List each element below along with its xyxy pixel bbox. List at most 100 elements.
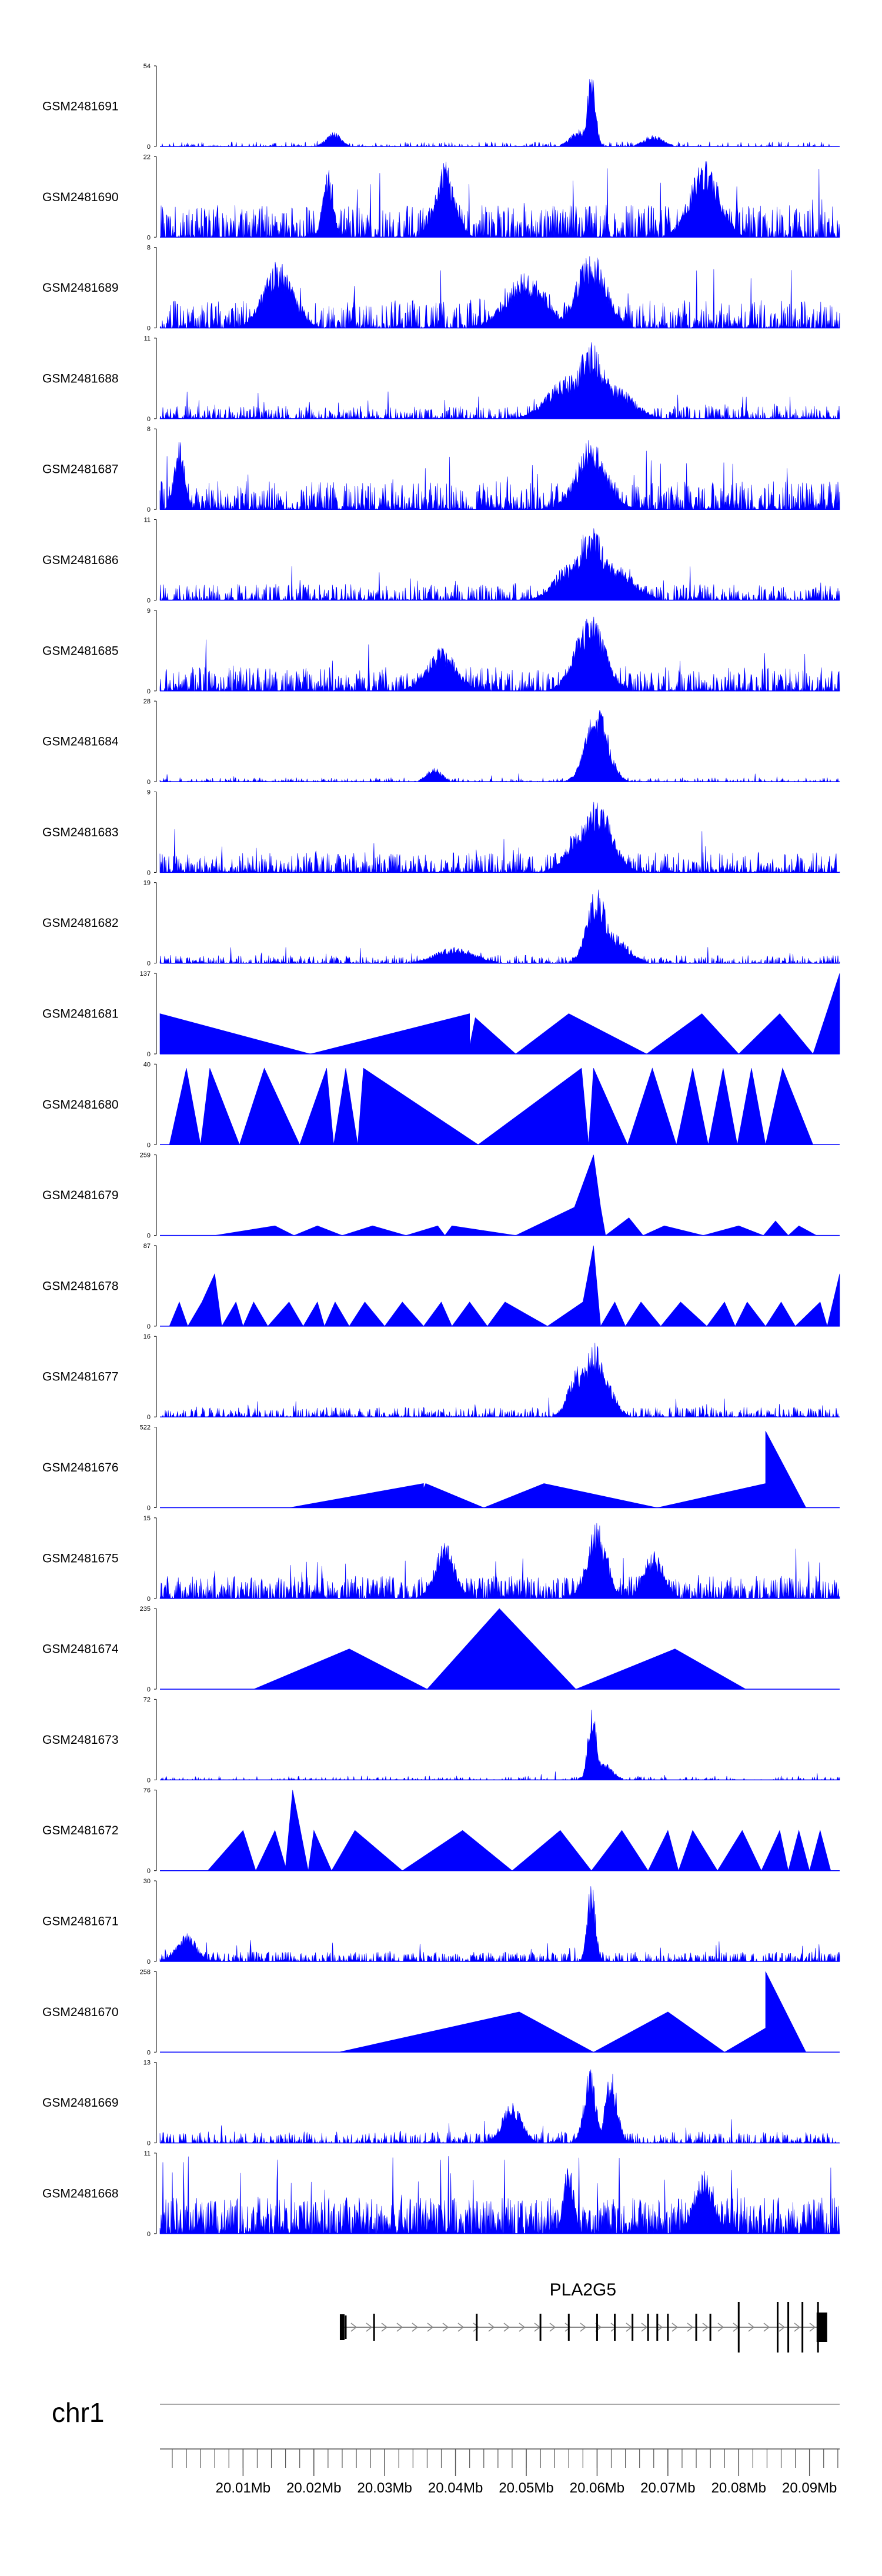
exon bbox=[801, 2302, 804, 2353]
exon bbox=[695, 2314, 697, 2341]
track-label: GSM2481684 bbox=[42, 735, 119, 749]
signal-area bbox=[160, 161, 840, 238]
y-min-label: 0 bbox=[147, 234, 151, 241]
track-label: GSM2481688 bbox=[42, 372, 119, 385]
track-label: GSM2481668 bbox=[42, 2187, 119, 2200]
y-max-label: 235 bbox=[140, 1606, 151, 1613]
y-min-label: 0 bbox=[147, 598, 151, 605]
signal-area bbox=[159, 440, 840, 510]
track-label: GSM2481675 bbox=[42, 1551, 119, 1565]
track-label: GSM2481678 bbox=[42, 1279, 119, 1293]
signal-area bbox=[160, 1343, 840, 1418]
exon bbox=[787, 2302, 790, 2353]
track-label: GSM2481674 bbox=[42, 1643, 119, 1656]
y-max-label: 11 bbox=[144, 335, 151, 342]
y-max-label: 16 bbox=[143, 1333, 151, 1340]
y-min-label: 0 bbox=[147, 2140, 151, 2147]
y-max-label: 28 bbox=[143, 698, 151, 705]
signal-area bbox=[338, 1971, 807, 2053]
signal-area bbox=[159, 256, 840, 329]
signal-area bbox=[159, 889, 840, 964]
y-max-label: 137 bbox=[140, 970, 151, 977]
strand-arrow-icon bbox=[427, 2323, 434, 2332]
track-gsm2481676: GSM2481676 522 0 bbox=[42, 1424, 840, 1512]
y-max-label: 11 bbox=[144, 2150, 151, 2157]
signal-area bbox=[253, 1608, 747, 1690]
y-max-label: 15 bbox=[143, 1515, 151, 1522]
signal-area bbox=[159, 616, 840, 692]
y-max-label: 259 bbox=[140, 1152, 151, 1159]
y-max-label: 8 bbox=[147, 245, 151, 252]
y-min-label: 0 bbox=[147, 1868, 151, 1875]
track-gsm2481682: GSM2481682 19 0 bbox=[42, 880, 840, 967]
y-max-label: 76 bbox=[143, 1787, 151, 1794]
strand-arrow-icon bbox=[671, 2323, 679, 2332]
signal-area bbox=[160, 1710, 840, 1781]
exon bbox=[737, 2302, 740, 2353]
y-min-label: 0 bbox=[147, 2049, 151, 2056]
tick-label: 20.08Mb bbox=[711, 2480, 766, 2496]
signal-area bbox=[159, 1523, 840, 1599]
track-label: GSM2481690 bbox=[42, 191, 119, 204]
track-label: GSM2481686 bbox=[42, 553, 119, 567]
exon bbox=[539, 2314, 542, 2341]
track-label: GSM2481670 bbox=[42, 2006, 119, 2019]
track-gsm2481687: GSM2481687 8 0 bbox=[42, 426, 840, 513]
signal-area bbox=[159, 342, 840, 420]
y-min-label: 0 bbox=[147, 1958, 151, 1966]
signal-area bbox=[169, 1245, 840, 1327]
strand-arrow-icon bbox=[610, 2323, 617, 2332]
track-gsm2481686: GSM2481686 11 0 bbox=[42, 517, 840, 605]
track-label: GSM2481672 bbox=[42, 1824, 119, 1837]
strand-arrow-icon bbox=[564, 2323, 572, 2332]
exon bbox=[345, 2315, 347, 2339]
tick-label: 20.07Mb bbox=[640, 2480, 695, 2496]
signal-area bbox=[160, 79, 840, 148]
exon bbox=[777, 2302, 779, 2353]
y-max-label: 22 bbox=[143, 154, 151, 161]
strand-arrow-icon bbox=[656, 2323, 663, 2332]
track-gsm2481688: GSM2481688 11 0 bbox=[42, 335, 840, 423]
y-max-label: 258 bbox=[140, 1968, 151, 1976]
exon bbox=[567, 2314, 570, 2341]
track-gsm2481680: GSM2481680 40 0 bbox=[42, 1061, 840, 1149]
track-gsm2481677: GSM2481677 16 0 bbox=[42, 1333, 840, 1421]
track-gsm2481681: GSM2481681 137 0 bbox=[42, 970, 840, 1058]
tick-label: 20.05Mb bbox=[499, 2480, 553, 2496]
y-min-label: 0 bbox=[147, 144, 151, 151]
y-max-label: 87 bbox=[143, 1243, 151, 1250]
exon bbox=[373, 2314, 375, 2341]
signal-area bbox=[289, 1431, 807, 1508]
y-min-label: 0 bbox=[147, 1505, 151, 1512]
y-min-label: 0 bbox=[147, 1233, 151, 1240]
track-gsm2481689: GSM2481689 8 0 bbox=[42, 245, 840, 332]
y-max-label: 13 bbox=[143, 2060, 151, 2067]
strand-arrow-icon bbox=[549, 2323, 556, 2332]
track-label: GSM2481680 bbox=[42, 1098, 119, 1112]
exon bbox=[596, 2314, 598, 2341]
y-max-label: 8 bbox=[147, 426, 151, 433]
y-min-label: 0 bbox=[147, 1323, 151, 1330]
strand-arrow-icon bbox=[748, 2323, 755, 2332]
strand-arrow-icon bbox=[763, 2323, 770, 2332]
y-max-label: 40 bbox=[143, 1061, 151, 1068]
y-min-label: 0 bbox=[147, 1142, 151, 1149]
tick-label: 20.09Mb bbox=[782, 2480, 837, 2496]
strand-arrow-icon bbox=[457, 2323, 465, 2332]
strand-arrow-icon bbox=[687, 2323, 694, 2332]
y-min-label: 0 bbox=[147, 960, 151, 967]
track-label: GSM2481677 bbox=[42, 1370, 119, 1384]
y-min-label: 0 bbox=[147, 1596, 151, 1603]
track-gsm2481678: GSM2481678 87 0 bbox=[42, 1243, 840, 1330]
y-max-label: 30 bbox=[143, 1878, 151, 1885]
strand-arrow-icon bbox=[488, 2323, 495, 2332]
strand-arrow-icon bbox=[350, 2323, 358, 2332]
track-label: GSM2481671 bbox=[42, 1915, 119, 1928]
chromosome-label: chr1 bbox=[52, 2397, 104, 2428]
signal-area bbox=[159, 1886, 840, 1963]
strand-arrow-icon bbox=[473, 2323, 480, 2332]
strand-arrow-icon bbox=[366, 2323, 373, 2332]
track-gsm2481683: GSM2481683 9 0 bbox=[42, 789, 840, 876]
track-gsm2481669: GSM2481669 13 0 bbox=[42, 2060, 840, 2147]
